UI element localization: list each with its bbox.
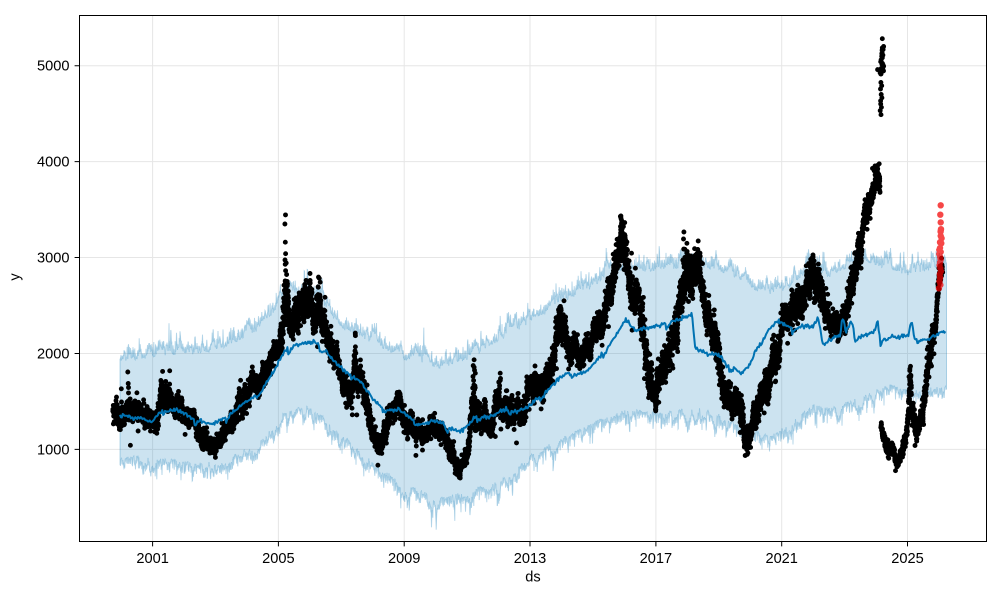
- svg-text:5000: 5000: [37, 59, 69, 75]
- svg-text:2009: 2009: [388, 551, 420, 567]
- svg-text:2025: 2025: [891, 551, 923, 567]
- svg-text:1000: 1000: [37, 442, 69, 458]
- svg-text:ds: ds: [525, 570, 540, 586]
- svg-text:2001: 2001: [136, 551, 168, 567]
- svg-text:2000: 2000: [37, 347, 69, 363]
- svg-text:y: y: [8, 273, 24, 281]
- svg-text:2021: 2021: [765, 551, 797, 567]
- svg-text:4000: 4000: [37, 155, 69, 171]
- svg-text:2017: 2017: [640, 551, 672, 567]
- svg-text:3000: 3000: [37, 251, 69, 267]
- svg-text:2005: 2005: [262, 551, 294, 567]
- svg-text:2013: 2013: [514, 551, 546, 567]
